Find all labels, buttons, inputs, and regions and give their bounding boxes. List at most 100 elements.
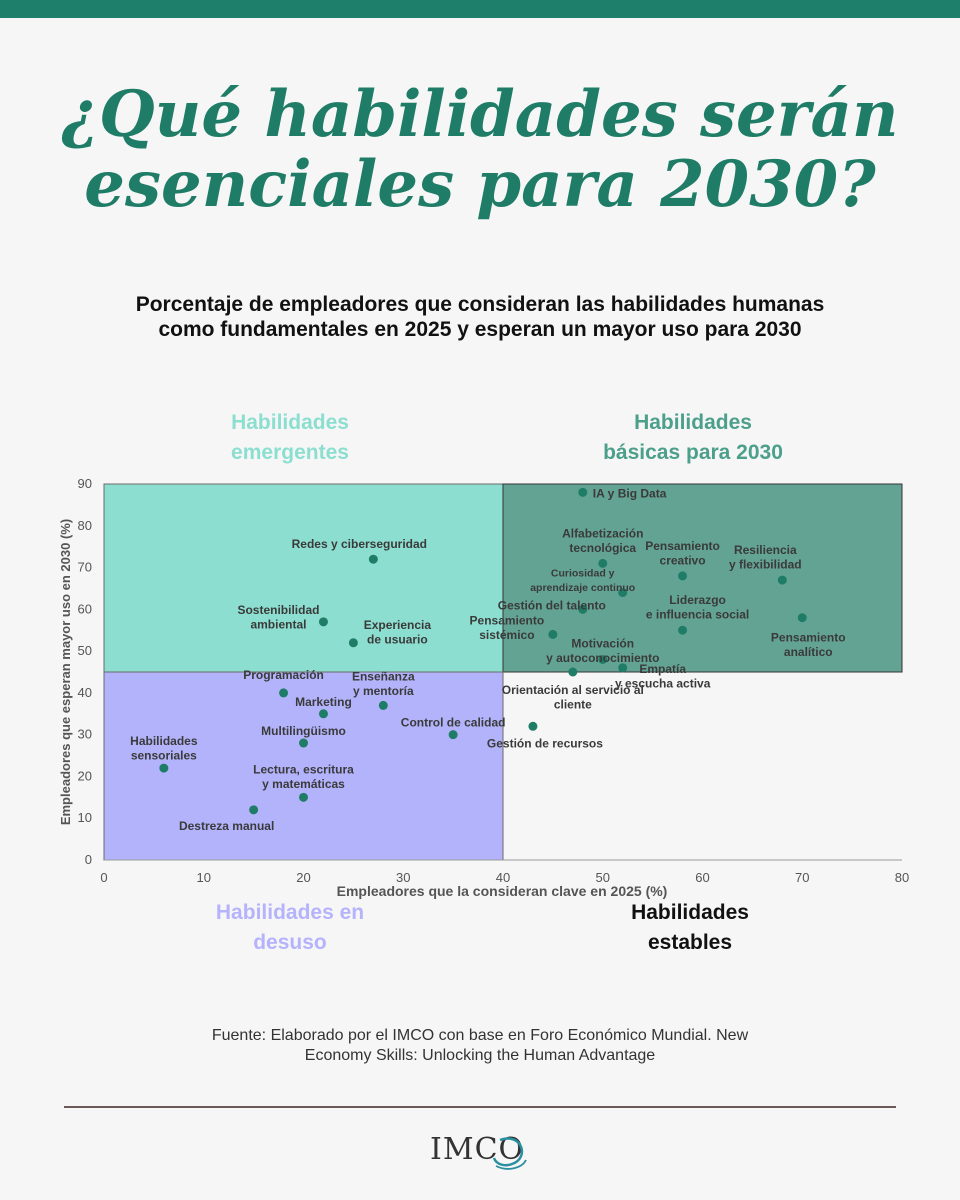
y-tick-label: 30: [78, 727, 92, 742]
y-tick-label: 90: [78, 476, 92, 491]
point-label-line: Pensamiento: [771, 631, 846, 645]
quadrant-label-stable: Habilidades estables: [590, 898, 790, 958]
x-tick-label: 0: [100, 870, 107, 885]
data-point: [578, 487, 588, 497]
point-label: Sostenibilidad ambiental: [237, 603, 319, 632]
y-tick-label: 0: [85, 852, 92, 867]
point-label-line: ambiental: [250, 617, 306, 631]
point-label-line: Habilidades: [130, 734, 198, 748]
point-label: Pensamiento analítico: [771, 631, 846, 660]
point-label-line: Gestión del talento: [498, 598, 606, 612]
quadrant-label-line: desuso: [253, 931, 327, 954]
point-label-line: y escucha activa: [615, 676, 711, 690]
data-point: [578, 604, 588, 614]
point-label: Curiosidad y aprendizaje continuo: [530, 568, 635, 595]
y-tick-label: 80: [78, 518, 92, 533]
source-note: Fuente: Elaborado por el IMCO con base e…: [180, 1026, 780, 1066]
data-point: [249, 805, 259, 815]
point-label-line: Empatía: [639, 662, 686, 676]
scatter-chart: 0 10 20 30 40 50 60 70 80 0 10 20 30 40 50 60 70 80 90 Empl…: [58, 476, 909, 899]
point-label: Multilingüismo: [261, 724, 346, 738]
data-point: [598, 558, 608, 568]
top-accent-bar: [0, 0, 960, 18]
point-label-line: Resiliencia: [734, 543, 797, 557]
point-label: Marketing: [295, 695, 352, 709]
quadrant-label-line: estables: [647, 931, 733, 954]
point-label: Enseñanza y mentoría: [352, 669, 415, 698]
point-label: Motivación y autoconocimiento: [546, 636, 659, 665]
data-point: [568, 667, 578, 677]
point-label-line: Motivación: [571, 636, 634, 650]
y-tick-label: 60: [78, 601, 92, 616]
point-label-line: y matemáticas: [262, 777, 345, 791]
point-label-line: y mentoría: [353, 684, 414, 698]
source-line: Economy Skills: Unlocking the Human Adva…: [304, 1047, 656, 1064]
point-label-line: tecnológica: [569, 541, 636, 555]
x-tick-label: 30: [396, 870, 410, 885]
point-label: Alfabetización tecnológica: [562, 526, 643, 555]
point-label: Liderazgo e influencia social: [646, 593, 749, 622]
data-point: [299, 792, 308, 802]
point-label: Destreza manual: [179, 819, 274, 833]
data-point: [528, 721, 538, 731]
data-point: [618, 663, 628, 673]
data-point: [548, 629, 558, 639]
subtitle-line: como fundamentales en 2025 y esperan un …: [158, 318, 802, 341]
point-label: Control de calidad: [401, 716, 506, 730]
quadrant-basic: [502, 483, 903, 673]
quadrant-label-line: emergentes: [231, 441, 349, 464]
data-point: [678, 571, 688, 581]
point-label: IA y Big Data: [593, 486, 667, 500]
x-axis-label: Empleadores que la consideran clave en 2…: [337, 883, 668, 899]
point-label-line: Pensamiento: [470, 613, 545, 627]
point-label-line: Lectura, escritura: [253, 762, 354, 776]
y-tick-label: 50: [78, 643, 92, 658]
point-label-line: Curiosidad y: [551, 568, 615, 580]
data-point: [598, 654, 608, 664]
point-label: Lectura, escritura y matemáticas: [253, 762, 354, 791]
page-title: ¿Qué habilidades serán esenciales para 2…: [0, 80, 960, 220]
point-label-line: Destreza manual: [179, 819, 274, 833]
y-tick-label: 70: [78, 560, 92, 575]
data-point: [348, 638, 358, 648]
data-point: [318, 709, 328, 719]
imco-logo: IMCO: [430, 1128, 540, 1174]
point-label-line: Redes y ciberseguridad: [292, 537, 427, 551]
quadrant-label-emerging: Habilidades emergentes: [180, 408, 400, 468]
x-tick-label: 60: [695, 870, 709, 885]
point-label: Gestión del talento: [498, 598, 606, 612]
data-point: [448, 730, 458, 740]
title-line: esenciales para 2030?: [84, 147, 876, 222]
data-point: [678, 625, 688, 635]
x-tick-label: 40: [496, 870, 510, 885]
quadrant-label-basic: Habilidades básicas para 2030: [573, 408, 813, 468]
point-label: Programación: [243, 668, 324, 682]
point-label: Experiencia de usuario: [364, 618, 432, 647]
point-label-line: y autoconocimiento: [546, 651, 659, 665]
data-point: [777, 575, 787, 585]
y-tick-label: 40: [78, 685, 92, 700]
quadrant-disuse: [103, 671, 504, 861]
point-label-line: Programación: [243, 668, 324, 682]
point-label-line: Sostenibilidad: [237, 603, 319, 617]
quadrant-label-line: Habilidades: [231, 411, 349, 434]
point-label-line: sistémico: [479, 628, 534, 642]
point-label-line: analítico: [784, 645, 833, 659]
point-label: Gestión de recursos: [487, 736, 603, 750]
point-label-line: Alfabetización: [562, 526, 643, 540]
point-label-line: Liderazgo: [669, 593, 726, 607]
point-label-line: de usuario: [367, 632, 428, 646]
point-label-line: Experiencia: [364, 618, 432, 632]
chart-subtitle: Porcentaje de empleadores que consideran…: [40, 292, 920, 342]
point-label: Empatía y escucha activa: [615, 662, 711, 691]
quadrant-label-line: Habilidades: [634, 411, 752, 434]
y-axis-label: Empleadores que esperan mayor uso en 203…: [58, 519, 73, 825]
point-label-line: sensoriales: [131, 749, 197, 763]
quadrant-label-disuse: Habilidades en desuso: [180, 898, 400, 958]
data-point: [279, 688, 289, 698]
footer-divider: [64, 1106, 896, 1108]
point-label-line: aprendizaje continuo: [530, 582, 635, 594]
point-label-line: Orientación al servicio al: [502, 683, 644, 697]
point-label-line: Multilingüismo: [261, 724, 346, 738]
point-label: Pensamiento creativo: [645, 539, 720, 568]
